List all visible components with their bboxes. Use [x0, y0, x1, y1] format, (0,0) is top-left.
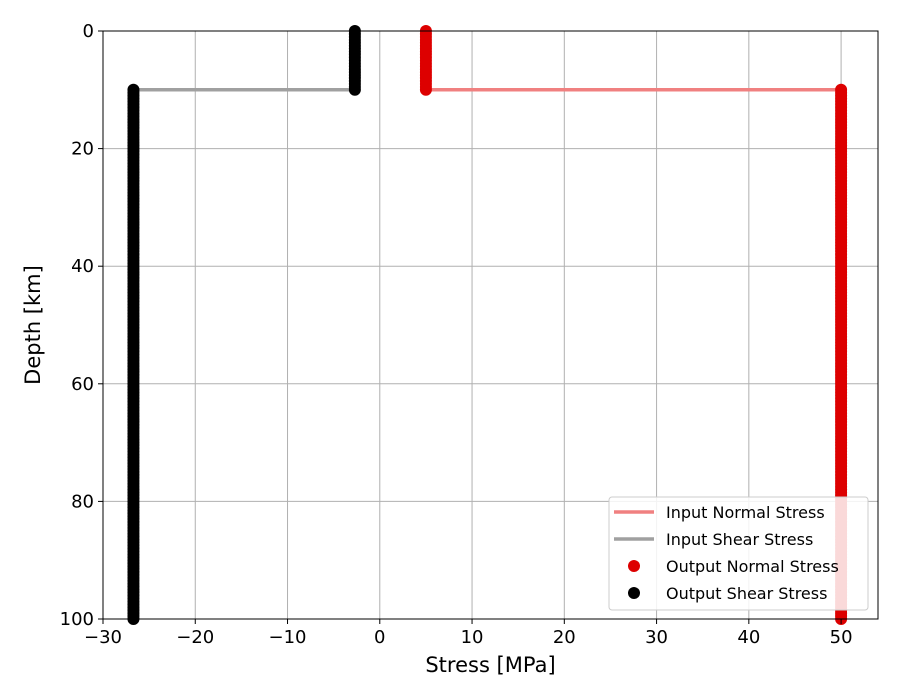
- legend-label: Output Shear Stress: [666, 584, 827, 603]
- x-tick-label: −30: [84, 627, 122, 648]
- y-tick-label: 60: [71, 374, 94, 395]
- legend-label: Input Shear Stress: [666, 530, 813, 549]
- series-point: [348, 83, 361, 96]
- x-tick-label: 30: [645, 627, 668, 648]
- legend-swatch-marker: [628, 560, 640, 572]
- plot-frame: [102, 30, 879, 620]
- output-points: [127, 25, 848, 625]
- x-tick-label: 20: [553, 627, 576, 648]
- legend-box: [608, 496, 869, 611]
- x-axis-label: Stress [MPa]: [425, 653, 555, 677]
- legend-swatch-marker: [628, 587, 640, 599]
- x-tick-label: −20: [176, 627, 214, 648]
- x-tick-label: 10: [461, 627, 484, 648]
- y-axis-label: Depth [km]: [21, 265, 45, 385]
- x-axis-ticks: −30 −20 −10 0 10 20 30 40 50: [84, 619, 853, 648]
- y-tick-label: 100: [60, 609, 94, 630]
- y-tick-label: 20: [71, 139, 94, 160]
- legend-label: Output Normal Stress: [666, 557, 839, 576]
- x-tick-label: 40: [737, 627, 760, 648]
- y-axis-ticks: 0 20 40 60 80 100: [60, 21, 103, 630]
- y-tick-label: 80: [71, 491, 94, 512]
- series-line: [131, 31, 357, 619]
- y-tick-label: 0: [83, 21, 94, 42]
- y-tick-label: 40: [71, 256, 94, 277]
- legend: Input Normal Stress Input Shear Stress Out…: [608, 496, 869, 611]
- x-tick-label: 50: [830, 627, 853, 648]
- legend-label: Input Normal Stress: [666, 503, 825, 522]
- x-tick-label: −10: [269, 627, 307, 648]
- x-tick-label: 0: [374, 627, 385, 648]
- series-point: [419, 83, 432, 96]
